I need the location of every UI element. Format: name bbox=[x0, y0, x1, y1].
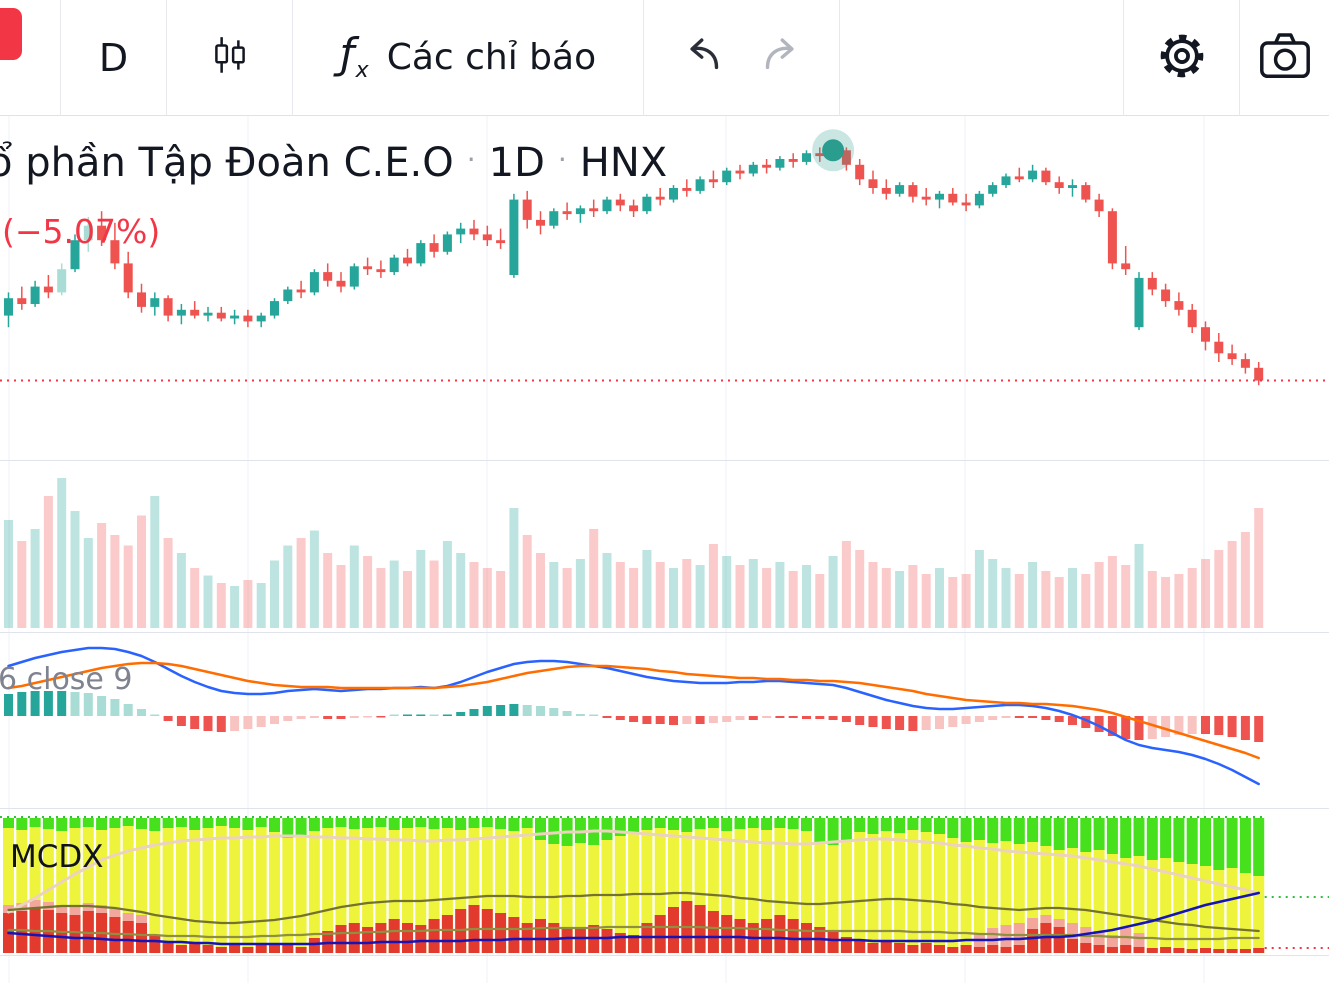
pane-separators bbox=[0, 460, 1329, 956]
interval-button[interactable]: D bbox=[61, 0, 166, 115]
legend-separator: · bbox=[466, 143, 476, 176]
macd-lines bbox=[7, 646, 1260, 786]
mcdx-level-lines bbox=[0, 816, 1329, 949]
macd-histogram bbox=[4, 691, 1264, 742]
chart-style-button[interactable] bbox=[207, 33, 253, 83]
symbol-exchange: HNX bbox=[579, 140, 668, 186]
legend-separator: · bbox=[557, 143, 567, 176]
event-marker-dot[interactable] bbox=[812, 129, 855, 172]
mcdx-lines bbox=[7, 829, 1261, 946]
candlestick-series bbox=[4, 144, 1264, 386]
chart-toolbar: D ƒx Các chỉ báo bbox=[0, 0, 1329, 116]
volume-series bbox=[4, 478, 1264, 628]
indicators-button[interactable]: ƒx Các chỉ báo bbox=[293, 0, 643, 115]
mcdx-legend[interactable]: MCDX bbox=[10, 839, 104, 875]
redo-button[interactable] bbox=[755, 31, 805, 85]
mcdx-bars bbox=[3, 818, 1265, 953]
toolbar-spacer bbox=[840, 0, 1123, 115]
undo-icon bbox=[679, 31, 729, 85]
fx-icon: ƒx bbox=[339, 28, 369, 84]
macd-legend[interactable]: 6 close 9 bbox=[0, 662, 133, 697]
undo-button[interactable] bbox=[679, 31, 729, 85]
symbol-logo[interactable] bbox=[0, 0, 61, 115]
indicators-button-label: Các chỉ báo bbox=[386, 37, 597, 78]
camera-button[interactable] bbox=[1256, 27, 1314, 89]
candlestick-icon bbox=[207, 33, 253, 83]
camera-icon bbox=[1256, 27, 1314, 89]
price-change-percent: (−5.07%) bbox=[2, 212, 161, 251]
symbol-interval: 1D bbox=[488, 140, 545, 186]
symbol-name: ổ phần Tập Đoàn C.E.O bbox=[0, 140, 454, 186]
settings-button[interactable] bbox=[1155, 29, 1209, 87]
gear-icon bbox=[1155, 29, 1209, 87]
symbol-logo-badge bbox=[0, 8, 22, 60]
redo-icon bbox=[755, 31, 805, 85]
symbol-legend[interactable]: ổ phần Tập Đoàn C.E.O · 1D · HNX bbox=[0, 140, 667, 186]
